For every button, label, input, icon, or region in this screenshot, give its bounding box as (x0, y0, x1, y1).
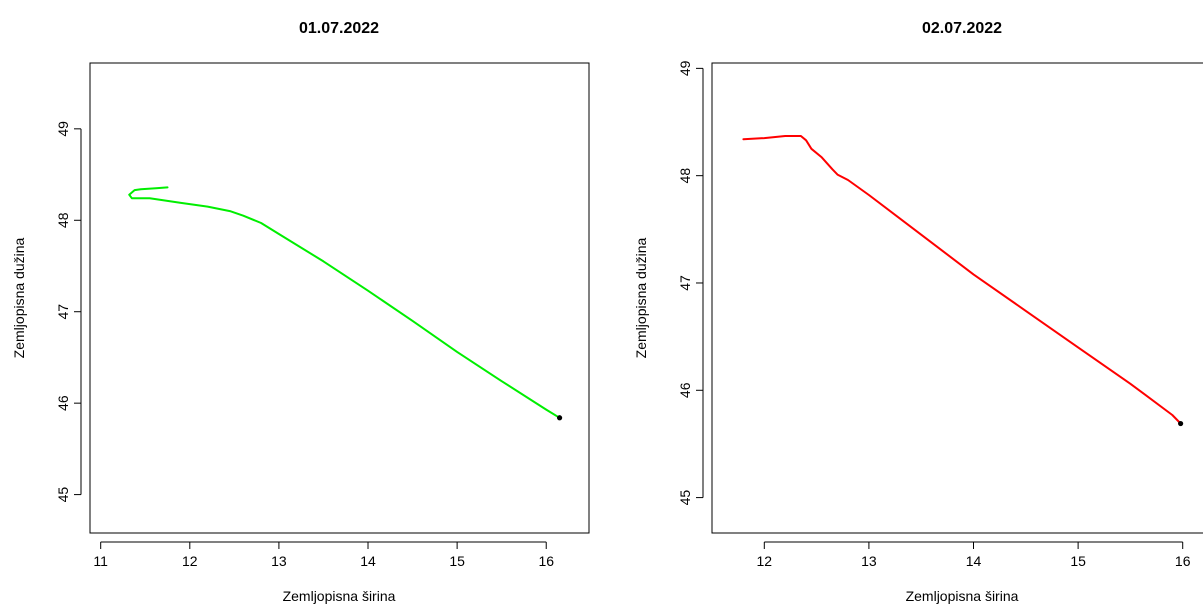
chart-title: 01.07.2022 (299, 20, 379, 37)
y-tick-label: 47 (55, 304, 71, 320)
chart-panel-1: 01.07.2022 45 46 47 48 49 11 12 13 14 15 16 Zemlj… (11, 20, 590, 604)
chart-title: 02.07.2022 (922, 20, 1002, 37)
x-tick-label: 12 (182, 553, 198, 569)
x-axis: 11 12 13 14 15 16 (93, 541, 554, 569)
y-tick-label: 47 (677, 275, 693, 291)
x-tick-label: 14 (360, 553, 376, 569)
endpoint-marker (1178, 420, 1184, 427)
x-tick-label: 16 (1175, 553, 1191, 569)
y-tick-label: 48 (55, 212, 71, 228)
plot-frame (89, 62, 590, 534)
chart-panel-2: 02.07.2022 45 46 47 48 49 12 13 14 15 16 Zemljop… (633, 20, 1203, 604)
y-axis: 45 46 47 48 49 (677, 60, 704, 506)
series-line (742, 135, 1182, 425)
y-tick-label: 45 (677, 490, 693, 506)
x-tick-label: 13 (861, 553, 877, 569)
x-tick-label: 15 (1070, 553, 1086, 569)
series-group (742, 135, 1184, 427)
x-tick-label: 13 (271, 553, 287, 569)
y-axis: 45 46 47 48 49 (55, 121, 82, 503)
x-tick-label: 11 (93, 553, 108, 569)
y-tick-label: 48 (677, 168, 693, 184)
y-tick-label: 45 (55, 487, 71, 503)
x-tick-label: 16 (538, 553, 554, 569)
x-axis-label: Zemljopisna širina (906, 588, 1019, 604)
y-axis-label: Zemljopisna dužina (11, 237, 27, 358)
x-axis: 12 13 14 15 16 (757, 541, 1191, 569)
plot-frame (711, 62, 1203, 534)
y-tick-label: 49 (677, 60, 693, 76)
y-axis-label: Zemljopisna dužina (633, 237, 649, 358)
x-tick-label: 15 (449, 553, 465, 569)
x-tick-label: 12 (757, 553, 773, 569)
x-tick-label: 14 (966, 553, 982, 569)
y-tick-label: 46 (55, 395, 71, 411)
series-line (128, 186, 561, 419)
x-axis-label: Zemljopisna širina (283, 588, 396, 604)
endpoint-marker (556, 415, 563, 421)
series-group (128, 186, 563, 421)
y-tick-label: 46 (677, 382, 693, 398)
y-tick-label: 49 (55, 121, 71, 137)
